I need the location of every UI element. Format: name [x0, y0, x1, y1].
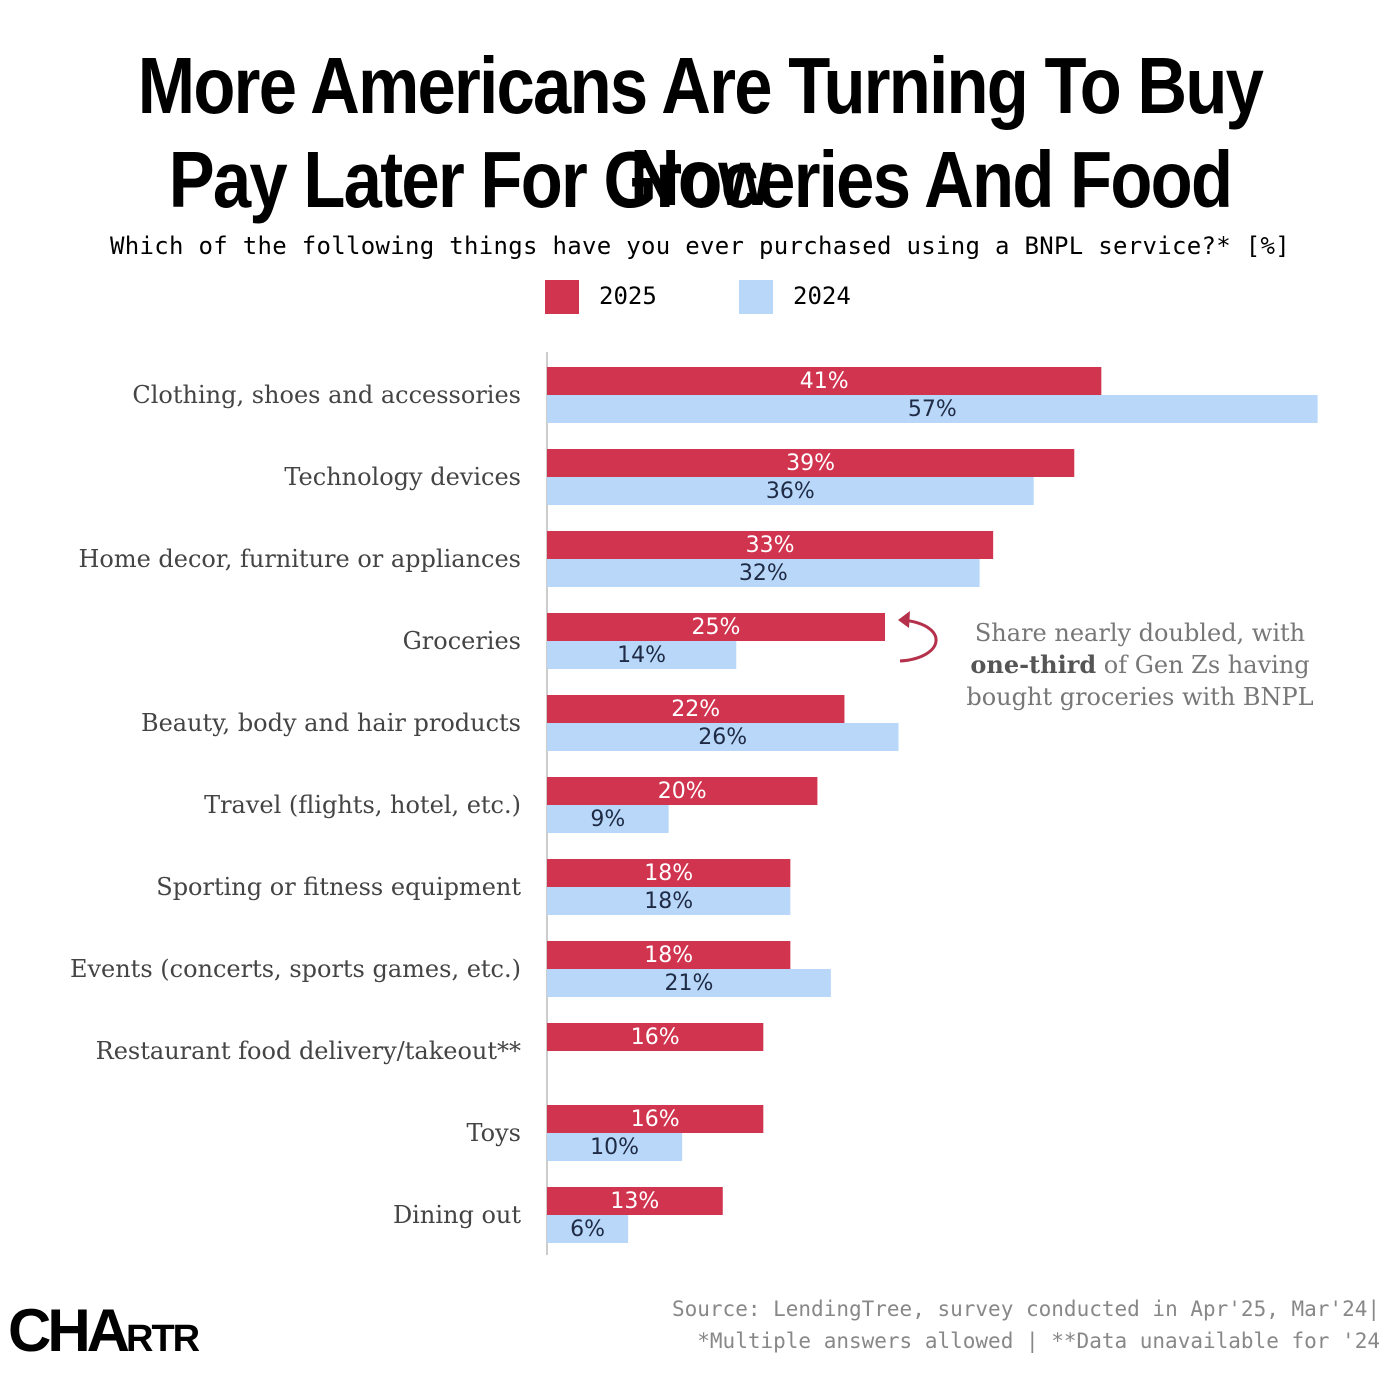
bar-2024: [547, 805, 669, 833]
legend-label-2025: 2025: [599, 282, 657, 310]
bar-2024: [547, 559, 980, 587]
annotation-line-1: Share nearly doubled, with: [974, 619, 1306, 647]
data-label-2024: 57%: [908, 397, 957, 422]
data-label-2024: 6%: [570, 1217, 605, 1242]
data-label-2024: 9%: [590, 807, 625, 832]
category-label: Travel (flights, hotel, etc.): [204, 791, 521, 819]
data-label-2025: 41%: [800, 369, 849, 394]
logo-text-small: RTR: [126, 1318, 200, 1360]
category-label: Home decor, furniture or appliances: [78, 545, 521, 573]
category-label: Restaurant food delivery/takeout**: [96, 1037, 521, 1065]
data-label-2025: 13%: [610, 1189, 659, 1214]
category-label: Clothing, shoes and accessories: [132, 381, 521, 409]
data-label-2024: 14%: [617, 643, 666, 668]
chart-title-line-1: More Americans Are Turning To Buy Now: [137, 41, 1264, 222]
data-label-2025: 16%: [631, 1107, 680, 1132]
category-label: Groceries: [403, 627, 521, 655]
chart-title-line-2: Pay Later For Groceries And Food: [168, 135, 1233, 224]
legend-swatch-2025: [545, 280, 579, 314]
bar-2024: [547, 723, 899, 751]
source-line-1: Source: LendingTree, survey conducted in…: [671, 1297, 1380, 1321]
legend-label-2024: 2024: [793, 282, 851, 310]
bar-2025: [547, 941, 791, 969]
data-label-2024: 36%: [766, 479, 815, 504]
data-label-2025: 22%: [671, 697, 720, 722]
source-line-2: *Multiple answers allowed | **Data unava…: [697, 1329, 1380, 1353]
chart-subtitle: Which of the following things have you e…: [110, 232, 1290, 260]
data-label-2024: 18%: [644, 889, 693, 914]
data-label-2025: 25%: [692, 615, 741, 640]
bar-2025: [547, 613, 885, 641]
data-label-2025: 18%: [644, 861, 693, 886]
bar-2024: [547, 887, 791, 915]
bar-2024: [547, 969, 831, 997]
bar-2025: [547, 1105, 764, 1133]
category-label: Sporting or fitness equipment: [156, 873, 521, 901]
groceries-annotation: Share nearly doubled, with one-third of …: [950, 617, 1330, 713]
bar-2024: [547, 1215, 629, 1243]
bar-2025: [547, 1187, 723, 1215]
bar-2024: [547, 395, 1318, 423]
data-label-2025: 20%: [658, 779, 707, 804]
data-label-2024: 26%: [698, 725, 747, 750]
bar-2025: [547, 531, 994, 559]
bar-2024: [547, 477, 1034, 505]
legend: 2025 2024: [0, 280, 1400, 316]
bar-2025: [547, 1023, 764, 1051]
bar-2025: [547, 367, 1102, 395]
annotation-arrowhead: [898, 611, 910, 628]
data-label-2025: 18%: [644, 943, 693, 968]
bar-2025: [547, 859, 791, 887]
data-label-2025: 16%: [631, 1025, 680, 1050]
category-label: Dining out: [393, 1201, 521, 1229]
category-label: Toys: [467, 1119, 521, 1147]
chartr-logo: CHARTR: [8, 1296, 200, 1365]
annotation-arrow: [899, 618, 938, 663]
data-label-2024: 21%: [665, 971, 714, 996]
data-label-2024: 32%: [739, 561, 788, 586]
data-label-2025: 39%: [786, 451, 835, 476]
bar-2024: [547, 1133, 683, 1161]
data-label-2025: 33%: [746, 533, 795, 558]
annotation-line-2: of Gen Zs having: [1096, 651, 1310, 679]
annotation-bold: one-third: [970, 650, 1097, 679]
logo-text-large: CHA: [8, 1297, 130, 1364]
bar-2024: [547, 641, 737, 669]
data-label-2024: 10%: [590, 1135, 639, 1160]
bar-2025: [547, 449, 1075, 477]
annotation-line-3: bought groceries with BNPL: [966, 683, 1314, 711]
bar-2025: [547, 777, 818, 805]
legend-swatch-2024: [739, 280, 773, 314]
category-label: Events (concerts, sports games, etc.): [70, 955, 521, 983]
category-label: Beauty, body and hair products: [141, 709, 521, 737]
category-label: Technology devices: [284, 463, 521, 491]
bar-2025: [547, 695, 845, 723]
source-note: Source: LendingTree, survey conducted in…: [672, 1293, 1380, 1357]
